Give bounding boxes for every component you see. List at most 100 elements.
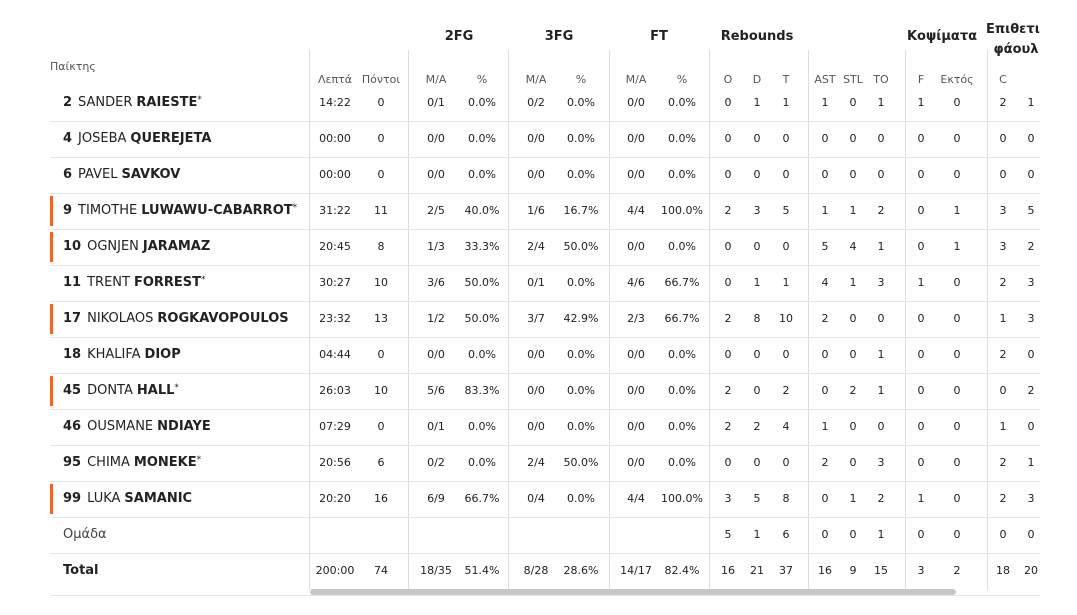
stat-cell: 0.0% — [468, 96, 496, 109]
player-number: 46 — [63, 419, 82, 434]
column-header: T — [782, 73, 790, 86]
stat-cell: 0 — [724, 132, 732, 145]
stat-cell: 0 — [953, 420, 961, 433]
stat-cell: 1 — [821, 420, 829, 433]
stat-cell: 0 — [753, 348, 761, 361]
stat-cell: 2 — [999, 96, 1007, 109]
stat-cell: 1 — [953, 240, 961, 253]
stat-cell: 3 — [1027, 312, 1035, 325]
stat-cell: 21 — [750, 564, 764, 577]
stat-cell: 8 — [782, 492, 790, 505]
stat-cell: 0 — [782, 456, 790, 469]
row-divider — [50, 481, 1040, 482]
stat-cell: 8 — [753, 312, 761, 325]
stat-cell: 0 — [917, 312, 925, 325]
stat-cell: 18 — [996, 564, 1010, 577]
stat-cell: 0 — [849, 168, 857, 181]
scrollbar[interactable] — [310, 589, 956, 595]
column-separator — [609, 50, 610, 590]
stat-cell: 0 — [377, 420, 385, 433]
stat-cell: 2 — [724, 312, 732, 325]
stat-cell: 0 — [917, 456, 925, 469]
column-header: Εκτός — [940, 73, 974, 86]
stat-cell: 50.0% — [563, 456, 599, 469]
column-header: D — [752, 73, 762, 86]
player-number: 6 — [63, 167, 73, 182]
stat-cell: 5 — [724, 528, 732, 541]
stat-cell: 0/2 — [427, 456, 445, 469]
stat-cell: 1 — [877, 528, 885, 541]
stat-cell: 14:22 — [319, 96, 351, 109]
stat-cell: 0 — [821, 168, 829, 181]
column-header: AST — [814, 73, 836, 86]
column-header: Πόντοι — [361, 73, 401, 86]
row-divider — [50, 409, 1040, 410]
stat-cell: 1 — [782, 96, 790, 109]
group-header: 2FG — [444, 29, 474, 44]
player-first: LUKA — [87, 491, 121, 506]
stat-cell: 0.0% — [668, 96, 696, 109]
stat-cell: 2 — [724, 384, 732, 397]
stat-cell: 13 — [374, 312, 388, 325]
stat-cell: 9 — [849, 564, 857, 577]
stat-cell: 0 — [917, 420, 925, 433]
stat-cell: 0/2 — [527, 96, 545, 109]
player-last: QUEREJETA — [130, 131, 212, 146]
player-name: 17 NIKOLAOS ROGKAVOPOULOS — [63, 311, 289, 326]
stat-cell: 0 — [1027, 348, 1035, 361]
stat-cell: 20:45 — [319, 240, 351, 253]
stat-cell: 0/1 — [527, 276, 545, 289]
stat-cell: 0 — [953, 312, 961, 325]
stat-cell: 74 — [374, 564, 388, 577]
stat-cell: 2 — [877, 204, 885, 217]
stat-cell: 4/4 — [627, 492, 645, 505]
player-name: 11 TRENT FORREST* — [63, 275, 206, 290]
player-first: OGNJEN — [87, 239, 139, 254]
player-number: 17 — [63, 311, 82, 326]
stat-cell: 42.9% — [563, 312, 599, 325]
stat-cell: 50.0% — [563, 240, 599, 253]
stat-cell: 2 — [849, 384, 857, 397]
stat-cell: 37 — [779, 564, 793, 577]
stat-cell: 0.0% — [668, 348, 696, 361]
player-last: JARAMAZ — [142, 239, 211, 254]
stat-cell: 20 — [1024, 564, 1038, 577]
column-header: F — [917, 73, 925, 86]
stat-cell: 0/0 — [627, 96, 645, 109]
player-last: FORREST — [133, 275, 202, 290]
stat-cell: 1 — [753, 276, 761, 289]
stat-cell: 1 — [849, 492, 857, 505]
stat-cell: 5 — [821, 240, 829, 253]
stat-cell: 3/6 — [427, 276, 445, 289]
column-header: Μ/Α — [425, 73, 447, 86]
stat-cell: 0.0% — [567, 492, 595, 505]
player-header: Παίκτης — [50, 60, 96, 73]
player-first: PAVEL — [78, 167, 118, 182]
stat-cell: 0/0 — [627, 168, 645, 181]
stat-cell: 51.4% — [464, 564, 500, 577]
row-divider — [50, 301, 1040, 302]
player-last: ROGKAVOPOULOS — [157, 311, 289, 326]
player-first: CHIMA — [87, 455, 130, 470]
stat-cell: 0 — [782, 240, 790, 253]
stat-cell: 0/0 — [627, 348, 645, 361]
stat-cell: 0 — [782, 168, 790, 181]
stat-cell: 0/0 — [427, 132, 445, 145]
stat-cell: 0/0 — [527, 420, 545, 433]
stat-cell: 20:56 — [319, 456, 351, 469]
player-number: 4 — [63, 131, 73, 146]
stat-cell: 66.7% — [464, 492, 500, 505]
stat-cell: 0 — [821, 384, 829, 397]
player-name: 4 JOSEBA QUEREJETA — [63, 131, 211, 146]
stat-cell: 1 — [999, 312, 1007, 325]
stat-cell: 16 — [374, 492, 388, 505]
group-header: Επιθετικά φάουλ — [986, 22, 1040, 57]
stat-cell: 10 — [374, 384, 388, 397]
row-divider — [50, 595, 1040, 596]
stat-cell: 0 — [782, 348, 790, 361]
stat-cell: 0 — [999, 132, 1007, 145]
stat-cell: 0 — [953, 276, 961, 289]
player-first: KHALIFA — [87, 347, 141, 362]
stat-cell: 3 — [1027, 492, 1035, 505]
